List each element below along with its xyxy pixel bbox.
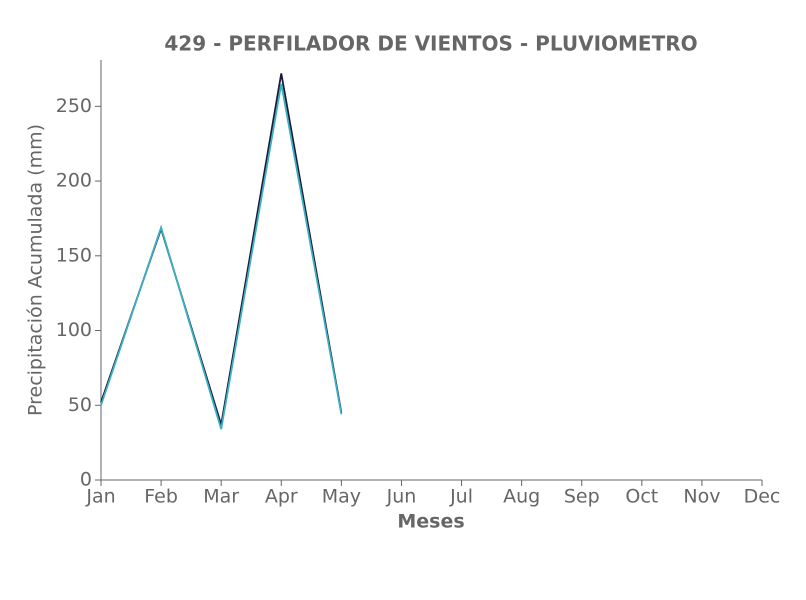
y-tick-label: 250 (56, 95, 92, 117)
x-tick-label: Jul (449, 486, 473, 508)
x-tick-label: Aug (503, 486, 540, 508)
x-tick-label: Apr (265, 486, 298, 508)
y-axis-label: Precipitación Acumulada (mm) (25, 124, 47, 416)
series-line (100, 83, 343, 430)
y-tick-label: 200 (56, 170, 92, 192)
series-line (100, 73, 343, 425)
x-tick-label: Oct (625, 486, 658, 508)
x-axis-label: Meses (397, 511, 464, 533)
chart-title: 429 - PERFILADOR DE VIENTOS - PLUVIOMETR… (164, 32, 697, 56)
y-tick-label: 100 (56, 319, 92, 341)
x-tick-label: Jun (386, 486, 417, 508)
x-tick-label: Jan (85, 486, 115, 508)
x-tick-label: Mar (203, 486, 239, 508)
y-tick-label: 150 (56, 244, 92, 266)
x-tick-label: Nov (683, 486, 720, 508)
y-tick-label: 0 (80, 469, 92, 491)
x-tick-label: Sep (564, 486, 600, 508)
x-tick-label: May (322, 486, 361, 508)
x-tick-label: Dec (744, 486, 781, 508)
y-tick-label: 50 (68, 394, 92, 416)
x-tick-label: Feb (144, 486, 178, 508)
